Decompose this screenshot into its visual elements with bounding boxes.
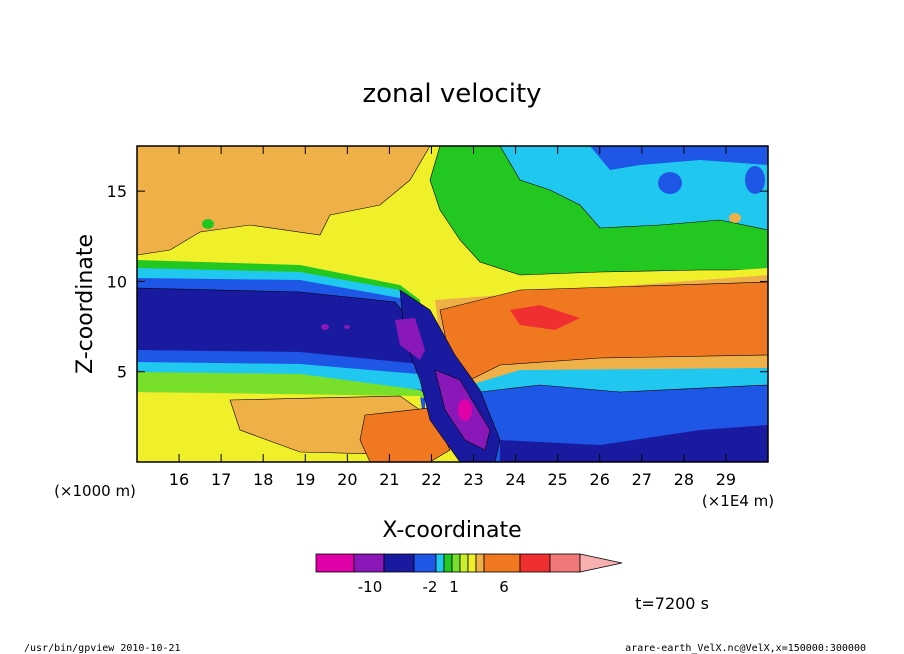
chart-title: zonal velocity <box>362 79 541 109</box>
y-axis-label: Z-coordinate <box>73 234 98 374</box>
x-tick-label: 17 <box>211 470 231 489</box>
x-tick-label: 23 <box>463 470 483 489</box>
colorbar-arrow <box>579 553 623 573</box>
x-tick-label: 24 <box>505 470 525 489</box>
x-axis-ticks: 16 17 18 19 20 21 22 23 24 25 26 27 28 29 <box>169 146 736 489</box>
heatmap-field <box>137 146 768 462</box>
y-tick-label: 5 <box>117 363 127 382</box>
colorbar-swatch <box>435 553 445 573</box>
colorbar-swatch <box>459 553 469 573</box>
colorbar-swatch <box>443 553 453 573</box>
y-scale-label: (×1000 m) <box>54 482 136 500</box>
colorbar-label: 6 <box>499 578 509 596</box>
x-tick-label: 19 <box>295 470 315 489</box>
colorbar-label: -2 <box>423 578 438 596</box>
colorbar-swatch <box>451 553 461 573</box>
colorbar-swatch <box>519 553 551 573</box>
x-tick-label: 22 <box>421 470 441 489</box>
x-tick-label: 21 <box>379 470 399 489</box>
x-tick-label: 18 <box>253 470 273 489</box>
y-tick-label: 10 <box>107 272 127 291</box>
colorbar-swatch <box>483 553 521 573</box>
plot-frame <box>136 145 769 463</box>
colorbar-swatch <box>383 553 415 573</box>
colorbar-label: 1 <box>449 578 459 596</box>
colorbar-label: -10 <box>358 578 383 596</box>
x-tick-label: 29 <box>716 470 736 489</box>
x-axis-label: X-coordinate <box>382 518 521 543</box>
footer-left: /usr/bin/gpview 2010-10-21 <box>24 643 181 654</box>
colorbar-swatch <box>467 553 477 573</box>
footer-right: arare-earth_VelX.nc@VelX,x=150000:300000 <box>625 643 866 654</box>
colorbar: -10 -2 1 6 <box>315 553 623 596</box>
x-tick-label: 26 <box>590 470 610 489</box>
x-tick-label: 25 <box>547 470 567 489</box>
colorbar-swatch <box>315 553 355 573</box>
colorbar-swatch <box>549 553 581 573</box>
x-tick-label: 16 <box>169 470 189 489</box>
y-axis-ticks: 5 10 15 <box>107 182 768 382</box>
colorbar-swatch <box>475 553 485 573</box>
x-tick-label: 27 <box>632 470 652 489</box>
x-tick-label: 20 <box>337 470 357 489</box>
time-annotation: t=7200 s <box>635 594 709 613</box>
x-scale-label: (×1E4 m) <box>702 492 774 510</box>
y-tick-label: 15 <box>107 182 127 201</box>
x-tick-label: 28 <box>674 470 694 489</box>
colorbar-swatch <box>353 553 385 573</box>
colorbar-swatch <box>413 553 437 573</box>
